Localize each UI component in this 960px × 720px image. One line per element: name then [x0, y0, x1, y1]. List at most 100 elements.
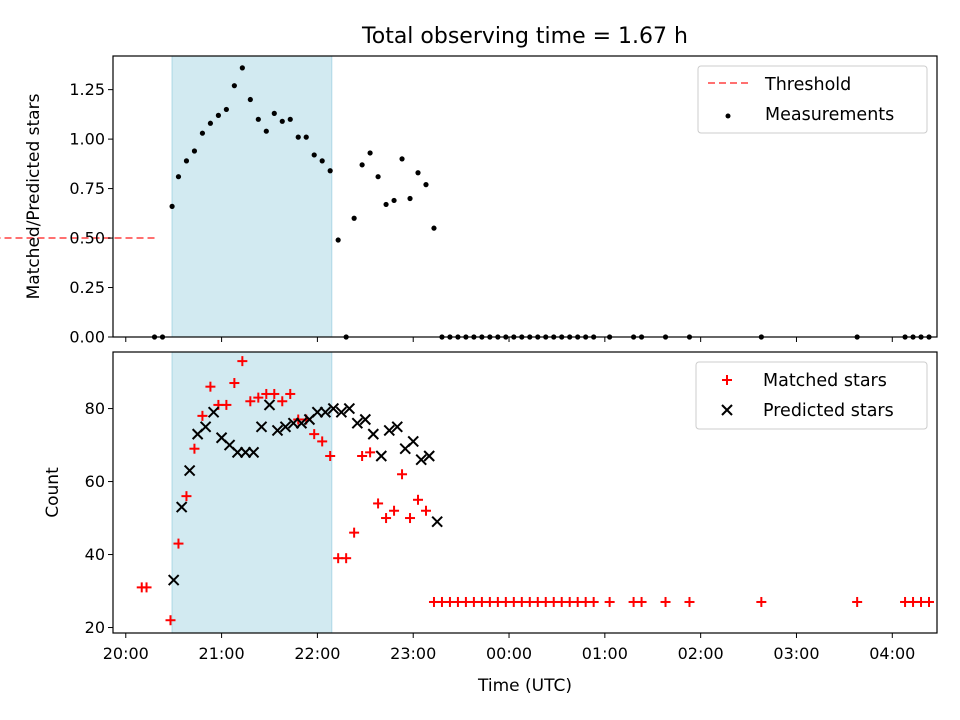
- bottom-x-ticks: 20:00 21:00 22:00 23:00 00:00 01:00 02:00 03:00…: [103, 633, 915, 663]
- matched-star-point: [325, 451, 336, 462]
- matched-star-point: [365, 447, 376, 458]
- measurement-point: [311, 152, 317, 158]
- measurement-point: [199, 130, 206, 136]
- measurement-point: [223, 106, 229, 113]
- matched-star-point: [660, 596, 671, 607]
- legend-measurements-swatch: [725, 113, 731, 119]
- matched-star-point: [229, 378, 240, 389]
- bottom-ytick-label: 80: [85, 399, 105, 418]
- observing-window-span-bottom: [171, 352, 333, 633]
- matched-star-point: [588, 596, 599, 607]
- measurement-point: [239, 65, 245, 71]
- top-ytick-label: 1.00: [69, 130, 105, 149]
- top-legend: Threshold Measurements: [697, 65, 928, 134]
- bottom-xtick-label: 04:00: [869, 644, 915, 663]
- bottom-ytick-label: 20: [85, 618, 105, 637]
- measurement-point: [303, 134, 309, 140]
- predicted-star-point: [367, 428, 380, 440]
- measurement-point: [415, 170, 421, 176]
- predicted-star-point: [351, 417, 364, 429]
- predicted-star-point: [175, 501, 188, 513]
- matched-star-point: [173, 538, 184, 549]
- measurement-point: [279, 118, 285, 124]
- predicted-star-point: [319, 406, 332, 418]
- bottom-xtick-label: 23:00: [390, 644, 436, 663]
- matched-star-point: [389, 505, 400, 516]
- measurement-point: [335, 237, 341, 243]
- figure-title: Total observing time = 1.67 h: [361, 24, 688, 49]
- legend-matched-swatch: [722, 375, 732, 385]
- matched-star-point: [285, 388, 296, 399]
- predicted-star-point: [431, 515, 443, 528]
- matched-star-point: [349, 527, 360, 538]
- top-ytick-label: 0.50: [69, 229, 105, 248]
- top-ratio-panel: 0.00 0.25 0.50 0.75 1.00 1.25 Matched/Predict…: [0, 55, 938, 347]
- measurement-point: [375, 174, 381, 180]
- bottom-xtick-label: 00:00: [486, 644, 532, 663]
- measurement-point: [407, 195, 413, 202]
- predicted-star-point: [423, 450, 435, 462]
- matched-star-point: [317, 436, 328, 447]
- matched-star-point: [684, 596, 695, 607]
- predicted-star-point: [167, 574, 180, 586]
- measurement-point: [295, 134, 301, 140]
- matched-star-point: [357, 451, 368, 462]
- predicted-star-point: [199, 421, 212, 433]
- predicted-star-point: [255, 421, 268, 433]
- bottom-xtick-label: 01:00: [582, 644, 628, 663]
- measurement-point: [327, 168, 333, 174]
- matched-star-point: [141, 582, 152, 593]
- measurement-point: [169, 203, 175, 209]
- predicted-star-point: [279, 421, 292, 433]
- measurement-point: [287, 116, 293, 122]
- matched-star-point: [237, 356, 248, 367]
- observing-window-shade: [172, 352, 332, 633]
- matched-star-point: [165, 615, 176, 626]
- matched-star-point: [373, 498, 384, 509]
- top-y-ticks: 0.00 0.25 0.50 0.75 1.00 1.25: [69, 80, 113, 347]
- matched-star-point: [253, 392, 264, 403]
- measurement-point: [391, 197, 397, 204]
- predicted-star-point: [415, 453, 427, 466]
- predicted-star-point: [207, 406, 220, 418]
- matched-star-point: [756, 596, 767, 607]
- x-axis-label: Time (UTC): [477, 676, 572, 696]
- measurement-point: [383, 201, 389, 208]
- matched-star-point: [205, 381, 216, 392]
- matched-star-point: [309, 429, 320, 440]
- measurement-point: [191, 148, 198, 154]
- legend-x-marker: [721, 404, 733, 416]
- top-y-axis-label: Matched/Predicted stars: [24, 93, 44, 299]
- legend-measurements-label: Measurements: [765, 105, 894, 125]
- predicted-star-point: [391, 421, 403, 433]
- measurement-point: [175, 174, 182, 180]
- predicted-star-point: [375, 450, 387, 462]
- bottom-ytick-label: 60: [85, 472, 105, 491]
- measurement-point: [231, 83, 237, 89]
- matched-star-point: [221, 399, 232, 410]
- bottom-xtick-label: 03:00: [773, 644, 819, 663]
- legend-matched-label: Matched stars: [763, 371, 887, 391]
- legend-threshold-label: Threshold: [764, 75, 851, 95]
- measurement-point: [263, 128, 269, 134]
- measurement-point: [431, 225, 437, 231]
- measurement-point: [319, 158, 325, 164]
- measurement-point: [247, 96, 253, 103]
- predicted-star-point: [295, 417, 308, 429]
- observing-window-shade: [172, 56, 332, 337]
- measurement-point: [255, 116, 261, 122]
- matched-star-point: [341, 553, 352, 564]
- legend-predicted-label: Predicted stars: [763, 401, 894, 421]
- bottom-legend-box: [695, 361, 928, 430]
- bottom-y-ticks: 20 40 60 80: [85, 399, 113, 637]
- matched-star-point: [413, 494, 424, 505]
- bottom-xtick-label: 21:00: [199, 644, 245, 663]
- matched-star-point: [269, 388, 280, 399]
- matched-star-point: [245, 396, 256, 407]
- predicted-star-point: [335, 406, 348, 418]
- measurement-point: [359, 162, 365, 168]
- matched-star-point: [420, 505, 431, 516]
- matched-star-point: [636, 596, 647, 607]
- top-ytick-label: 0.25: [69, 278, 105, 297]
- matched-star-point: [604, 596, 615, 607]
